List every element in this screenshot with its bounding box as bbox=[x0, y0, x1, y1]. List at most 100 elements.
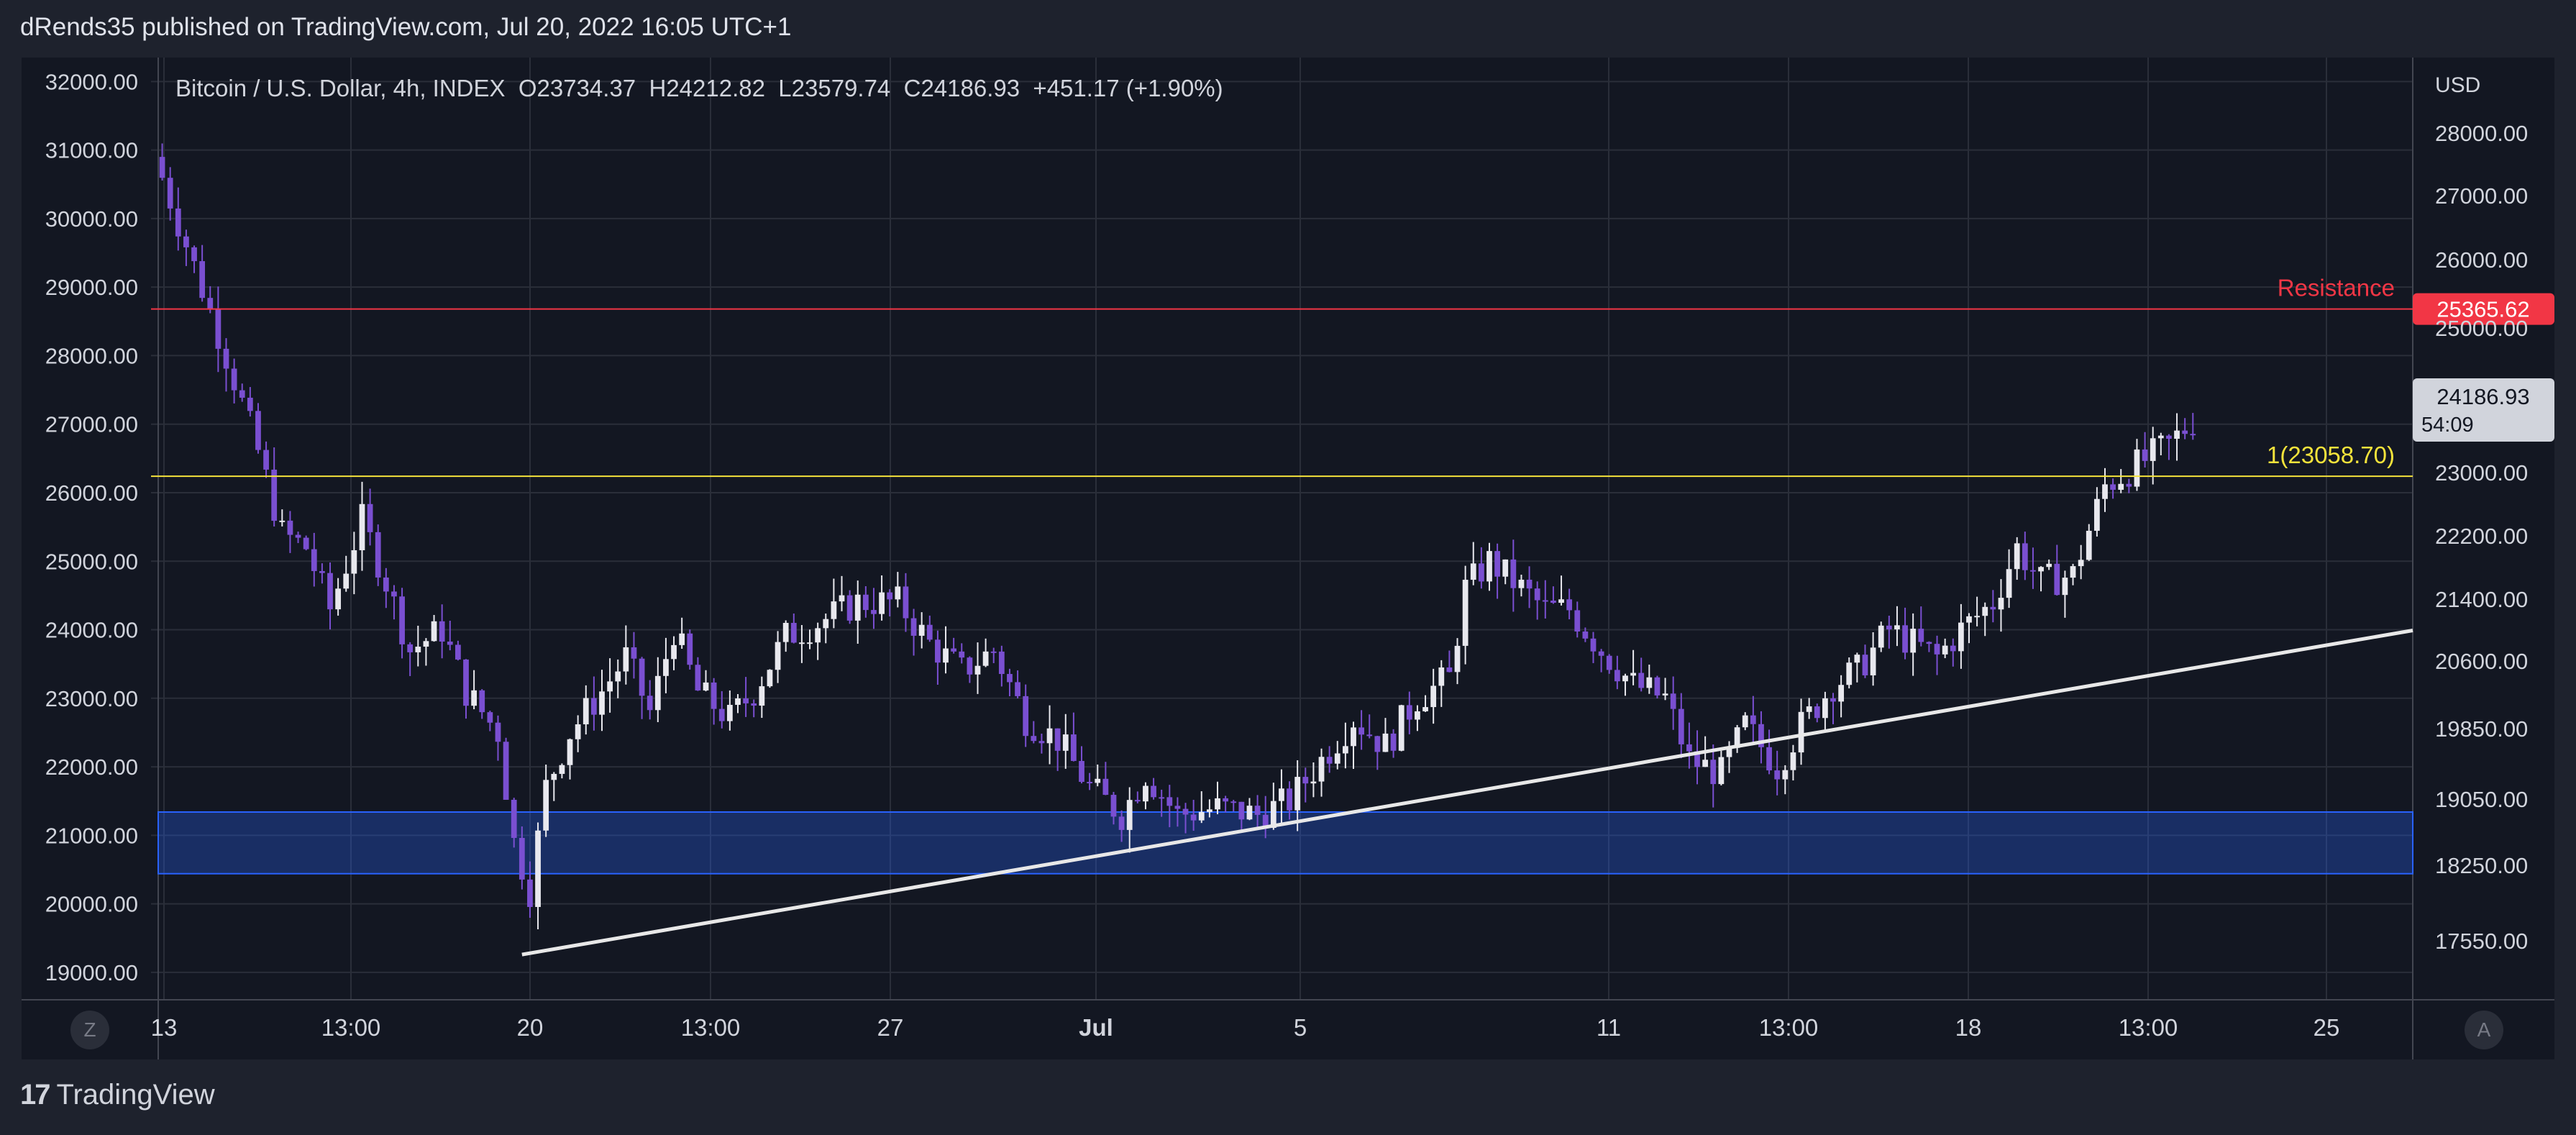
candle-body bbox=[1534, 588, 1540, 601]
candle-body bbox=[1702, 760, 1709, 767]
candle-body bbox=[1606, 655, 1612, 670]
candle-body bbox=[1542, 600, 1548, 602]
candle-body bbox=[2102, 484, 2108, 499]
candle-body bbox=[1390, 733, 1397, 751]
candle-body bbox=[767, 670, 773, 687]
candle-body bbox=[1838, 685, 1845, 702]
candle-body bbox=[1223, 798, 1229, 802]
candle-body bbox=[695, 665, 701, 690]
candle-body bbox=[487, 712, 493, 723]
candle-body bbox=[1215, 798, 1220, 810]
candle-body bbox=[1206, 809, 1212, 812]
candle-body bbox=[735, 698, 741, 705]
publisher-header: dRends35 published on TradingView.com, J… bbox=[20, 13, 792, 41]
candle-body bbox=[1230, 801, 1237, 803]
candle-body bbox=[871, 610, 877, 614]
candle-body bbox=[1998, 598, 2004, 610]
candle-body bbox=[463, 659, 469, 706]
candle-body bbox=[815, 628, 821, 643]
candle-body bbox=[479, 690, 485, 713]
time-axis-tick: 25 bbox=[2314, 1014, 2340, 1041]
left-price-axis[interactable]: 32000.00 31000.00 30000.00 29000.00 28000.00… bbox=[45, 69, 138, 985]
candle-body bbox=[998, 651, 1005, 675]
candle-body bbox=[2054, 563, 2060, 596]
left-axis-tick: 28000.00 bbox=[45, 343, 138, 368]
right-price-axis[interactable]: 28000.00 27000.00 26000.00 25000.00 23000.00… bbox=[2435, 121, 2528, 954]
candle-body bbox=[1830, 698, 1836, 702]
candle-body bbox=[895, 586, 901, 600]
candle-body bbox=[639, 658, 645, 696]
candle-body bbox=[671, 644, 677, 660]
right-axis-tick: 28000.00 bbox=[2435, 121, 2528, 146]
right-axis-tick: 25000.00 bbox=[2435, 316, 2528, 341]
candle-body bbox=[431, 621, 437, 642]
candle-body bbox=[1143, 785, 1148, 802]
candle-body bbox=[1382, 733, 1389, 752]
candle-body bbox=[1614, 670, 1620, 682]
Resistance-axis-tag-bg bbox=[2413, 293, 2554, 325]
candle-body bbox=[2030, 570, 2036, 572]
candle-body bbox=[918, 624, 925, 636]
currency-label: USD bbox=[2435, 73, 2480, 97]
candle-body bbox=[1934, 644, 1940, 655]
candle-body bbox=[854, 594, 861, 621]
candle-body bbox=[1894, 625, 1900, 630]
candle-body bbox=[495, 722, 501, 742]
z-button[interactable]: Z bbox=[70, 1011, 109, 1049]
candle-body bbox=[1238, 801, 1245, 820]
candle-body bbox=[543, 780, 549, 831]
candle-body bbox=[1279, 788, 1284, 801]
time-axis-tick: 13:00 bbox=[321, 1014, 381, 1041]
candle-body bbox=[1598, 651, 1604, 656]
candle-body bbox=[1126, 800, 1133, 830]
candle-body bbox=[399, 596, 405, 644]
candle-body bbox=[239, 390, 245, 398]
candle-body bbox=[1134, 800, 1141, 802]
candle-body bbox=[2093, 498, 2100, 531]
candle-body bbox=[1287, 788, 1292, 811]
candle-body bbox=[1510, 559, 1517, 588]
candle-body bbox=[1886, 625, 1892, 630]
candle-body bbox=[1854, 655, 1860, 663]
right-axis-tick: 19050.00 bbox=[2435, 787, 2528, 812]
candle-body bbox=[1478, 563, 1484, 582]
time-axis[interactable]: 13 13:00 20 13:00 27 Jul 5 11 13:00 18 13:00 25 bbox=[151, 1014, 2340, 1041]
candle-body bbox=[1007, 674, 1013, 683]
Resistance-axis-tag-text: 25365.62 bbox=[2436, 297, 2529, 322]
left-axis-tick: 26000.00 bbox=[45, 480, 138, 506]
candle-body bbox=[231, 368, 237, 391]
price-levels: Resistance 25365.62 1(23058.70) bbox=[151, 275, 2554, 478]
candle-body bbox=[559, 765, 565, 774]
candle-body bbox=[1774, 770, 1781, 780]
candle-body bbox=[527, 879, 533, 907]
candle-body bbox=[1982, 606, 1988, 616]
candle-body bbox=[1398, 705, 1405, 751]
candle-body bbox=[1031, 736, 1037, 742]
candle-body bbox=[455, 644, 461, 660]
left-axis-tick: 32000.00 bbox=[45, 69, 138, 94]
candle-body bbox=[1182, 808, 1189, 815]
candle-body bbox=[1790, 752, 1796, 770]
footer: 17 TradingView bbox=[20, 1079, 215, 1111]
candle-body bbox=[1518, 579, 1525, 588]
candle-body bbox=[647, 696, 653, 711]
candle-body bbox=[279, 520, 286, 522]
candle-body bbox=[1415, 711, 1420, 720]
candle-body bbox=[711, 682, 717, 709]
candle-body bbox=[1750, 715, 1756, 724]
left-axis-tick: 23000.00 bbox=[45, 686, 138, 711]
candle-body bbox=[1054, 728, 1061, 751]
candle-body bbox=[718, 708, 725, 721]
trendline[interactable] bbox=[521, 629, 2413, 957]
time-axis-tick: 13:00 bbox=[2119, 1014, 2178, 1041]
candle-body bbox=[935, 639, 941, 663]
candle-body bbox=[1079, 760, 1084, 783]
candle-body bbox=[615, 671, 621, 682]
a-button[interactable]: A bbox=[2465, 1011, 2503, 1049]
candle-body bbox=[2014, 543, 2020, 570]
price-chart[interactable]: Resistance 25365.62 1(23058.70) 32000.00 31… bbox=[22, 58, 2554, 1059]
candle-body bbox=[1406, 705, 1412, 720]
candle-body bbox=[383, 577, 389, 592]
candle-body bbox=[1046, 728, 1053, 744]
candle-body bbox=[471, 690, 478, 706]
